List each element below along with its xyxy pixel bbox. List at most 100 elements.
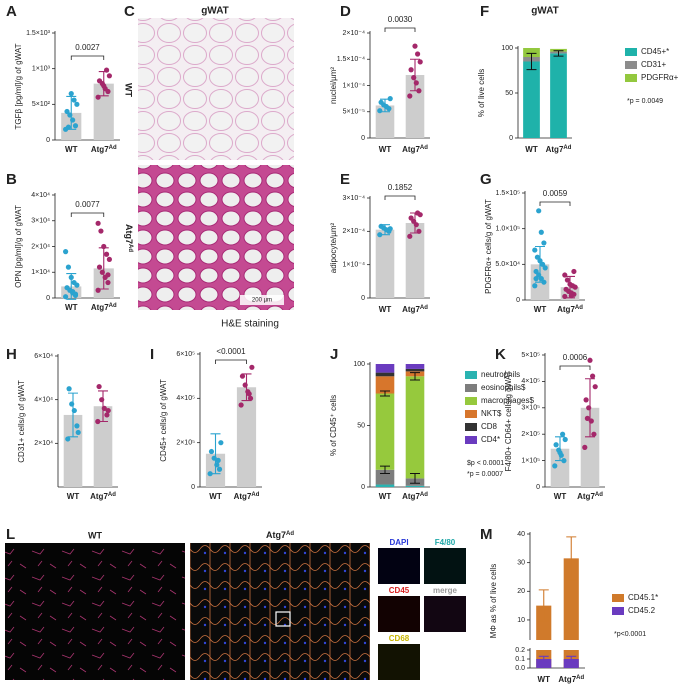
legend-label: macrophages$ xyxy=(481,396,534,405)
data-point xyxy=(582,444,588,450)
x-tick-label: WT xyxy=(538,675,551,684)
category-sup: Ad xyxy=(251,492,259,498)
y-tick-label: 1×10⁴ xyxy=(31,269,50,276)
data-point xyxy=(533,268,539,275)
category-base: Atg7 xyxy=(91,303,109,312)
x-tick-label: Atg7Ad xyxy=(91,303,117,313)
category-sup: Ad xyxy=(108,492,116,498)
category-base: Atg7 xyxy=(546,145,564,154)
data-point xyxy=(64,108,70,115)
y-tick-label: 50 xyxy=(357,422,365,429)
data-point xyxy=(564,277,570,283)
legend-label: NKT$ xyxy=(481,409,502,418)
scale-box xyxy=(240,295,284,305)
y-axis-label: CD45+ cells/g of gWAT xyxy=(159,379,168,462)
legend-swatch xyxy=(465,410,477,418)
chart-panel: J % of CD45⁺ cells WT Atg7Ad 0 50 100 neutrophi… xyxy=(329,346,534,501)
data-point xyxy=(412,43,418,49)
panel-label: E xyxy=(340,171,350,188)
note: $p < 0.0001 xyxy=(467,460,504,467)
y-tick-label: 50 xyxy=(505,90,513,97)
data-point xyxy=(249,364,255,370)
category-base: Atg7 xyxy=(557,305,575,314)
x-tick-label: WT xyxy=(65,303,78,312)
if-channel xyxy=(378,644,420,680)
channel-label: DAPI xyxy=(389,538,408,547)
legend-swatch xyxy=(465,384,477,392)
error-bar xyxy=(68,392,78,438)
chart-panel: K F4/80+ CD64+ cells/g gWAT WT Atg7Ad 0 1×10⁵… xyxy=(495,346,605,501)
data-point xyxy=(106,73,112,79)
y-tick-label: 2×10⁻⁴ xyxy=(343,228,365,235)
y-tick-label: 1×10³ xyxy=(32,66,51,73)
category-base: WT xyxy=(379,145,392,154)
bar xyxy=(536,640,551,648)
x-tick-label: Atg7Ad xyxy=(546,145,572,155)
y-tick-label: 5×10² xyxy=(32,101,51,108)
panel-label: J xyxy=(330,346,338,363)
category-base: Atg7 xyxy=(402,492,420,501)
bar xyxy=(236,387,257,487)
legend-label: neutrophils xyxy=(481,370,520,379)
legend-swatch xyxy=(465,436,477,444)
y-tick-label: 0 xyxy=(361,295,365,302)
data-point xyxy=(238,402,244,408)
error-bar xyxy=(66,95,77,130)
data-point xyxy=(407,93,413,99)
y-tick-label: 2×10⁴ xyxy=(34,440,53,447)
bar-segment xyxy=(523,61,540,138)
data-point xyxy=(208,448,215,455)
error-bar xyxy=(98,390,108,423)
channel-label: F4/80 xyxy=(435,538,456,547)
y-tick-label: 30 xyxy=(517,559,525,566)
significance-bracket xyxy=(384,195,416,200)
data-point xyxy=(387,96,393,102)
category-sup: Ad xyxy=(576,675,584,681)
data-point xyxy=(65,124,72,130)
legend-swatch xyxy=(465,423,477,431)
data-point xyxy=(103,251,110,257)
panel-label: A xyxy=(6,3,17,20)
data-point xyxy=(215,457,221,463)
bar-segment xyxy=(405,368,425,372)
bar-segment xyxy=(375,372,395,377)
panel-label: F xyxy=(480,3,489,20)
category-base: WT xyxy=(65,303,78,312)
x-tick-label: Atg7Ad xyxy=(558,675,584,685)
x-tick-label: Atg7Ad xyxy=(577,492,603,502)
note: *p = 0.0007 xyxy=(467,471,503,478)
y-tick-label: 0 xyxy=(46,137,50,144)
panel-title: gWAT xyxy=(201,6,229,17)
x-tick-label: Atg7Ad xyxy=(234,492,260,502)
significance-bracket xyxy=(70,212,105,217)
error-bar xyxy=(566,536,577,581)
data-point xyxy=(587,357,593,363)
row-label-sup: Ad xyxy=(127,244,133,252)
y-tick-label: 1.5×10⁻⁴ xyxy=(337,56,365,63)
data-point xyxy=(377,108,383,114)
if-channel xyxy=(378,548,420,584)
y-tick-label: 0 xyxy=(509,135,513,142)
bar xyxy=(375,229,395,298)
error-bar xyxy=(380,465,390,474)
data-point xyxy=(72,123,79,129)
row-label: Atg7Ad xyxy=(124,224,134,252)
data-point xyxy=(74,101,80,107)
error-bar xyxy=(526,52,537,71)
data-point xyxy=(584,415,590,421)
category-base: Atg7 xyxy=(402,305,420,314)
data-point xyxy=(583,397,589,403)
y-tick-label: 0.2 xyxy=(515,647,525,654)
y-tick-label: 40 xyxy=(517,531,525,538)
category-base: Atg7 xyxy=(91,145,109,154)
data-point xyxy=(563,286,569,292)
data-point xyxy=(387,226,393,232)
data-point xyxy=(246,391,252,397)
category-base: WT xyxy=(209,492,222,501)
category-base: WT xyxy=(538,675,551,684)
error-bar xyxy=(380,98,390,113)
significance-bracket xyxy=(539,201,571,206)
data-point xyxy=(74,423,80,429)
